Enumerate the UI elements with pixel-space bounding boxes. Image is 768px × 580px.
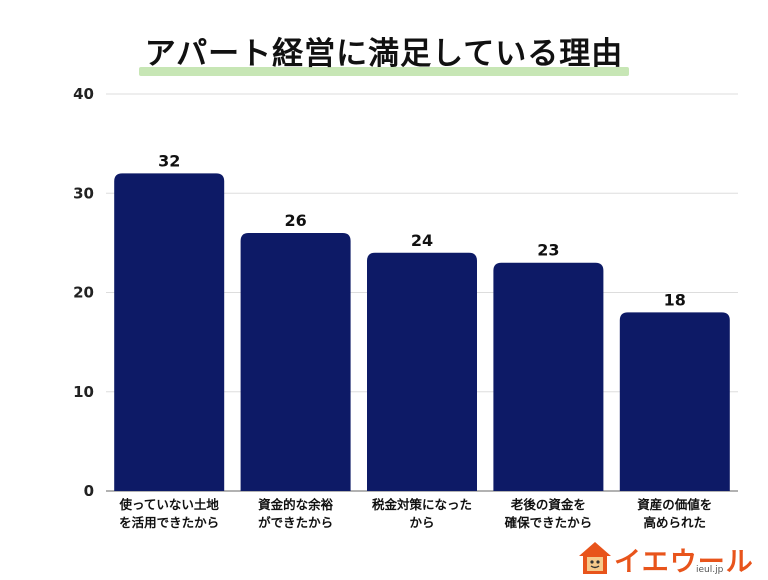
logo-text: イエウール — [614, 547, 754, 578]
x-tick-label: 老後の資金を 確保できたから — [483, 496, 613, 532]
bar — [114, 173, 225, 491]
x-tick-label-line: から — [409, 515, 435, 530]
data-label: 24 — [411, 231, 433, 250]
chart-title-wrap: アパート経営に満足している理由 — [0, 28, 768, 76]
y-tick-label: 20 — [73, 284, 94, 302]
x-tick-label: 使っていない土地 を活用できたから — [104, 496, 234, 532]
bar — [367, 252, 477, 491]
data-label: 32 — [158, 151, 180, 170]
y-tick-label: 10 — [73, 383, 94, 401]
data-label: 23 — [537, 241, 559, 260]
x-tick-label-line: 使っていない土地 — [119, 497, 219, 512]
y-tick-label: 40 — [73, 85, 94, 103]
x-tick-label-line: を活用できたから — [119, 515, 220, 530]
bar — [493, 262, 604, 491]
x-tick-label-line: 税金対策になった — [371, 497, 472, 512]
bar — [240, 232, 351, 491]
data-label: 18 — [664, 290, 686, 309]
logo-domain: ieul.jp — [696, 565, 724, 575]
chart-title: アパート経営に満足している理由 — [138, 28, 630, 76]
logo: イエウール ieul.jp — [578, 540, 768, 578]
chart-title-text: アパート経営に満足している理由 — [144, 36, 624, 72]
x-tick-label: 資金的な余裕 ができたから — [231, 496, 361, 532]
x-tick-label: 資産の価値を 高められた — [610, 496, 740, 532]
x-tick-label-line: 資産の価値を — [637, 497, 713, 512]
data-label: 26 — [284, 211, 306, 230]
y-tick-label: 30 — [73, 184, 94, 202]
x-tick-label-line: ができたから — [258, 515, 334, 530]
bar — [619, 312, 730, 491]
house-mascot-icon — [579, 542, 611, 574]
x-tick-label-line: 老後の資金を — [510, 497, 586, 512]
x-tick-label-line: 高められた — [643, 515, 707, 530]
y-tick-label: 0 — [84, 482, 94, 500]
x-tick-label-line: 確保できたから — [504, 515, 593, 530]
x-tick-label-line: 資金的な余裕 — [258, 497, 334, 512]
x-tick-label: 税金対策になった から — [357, 496, 487, 532]
